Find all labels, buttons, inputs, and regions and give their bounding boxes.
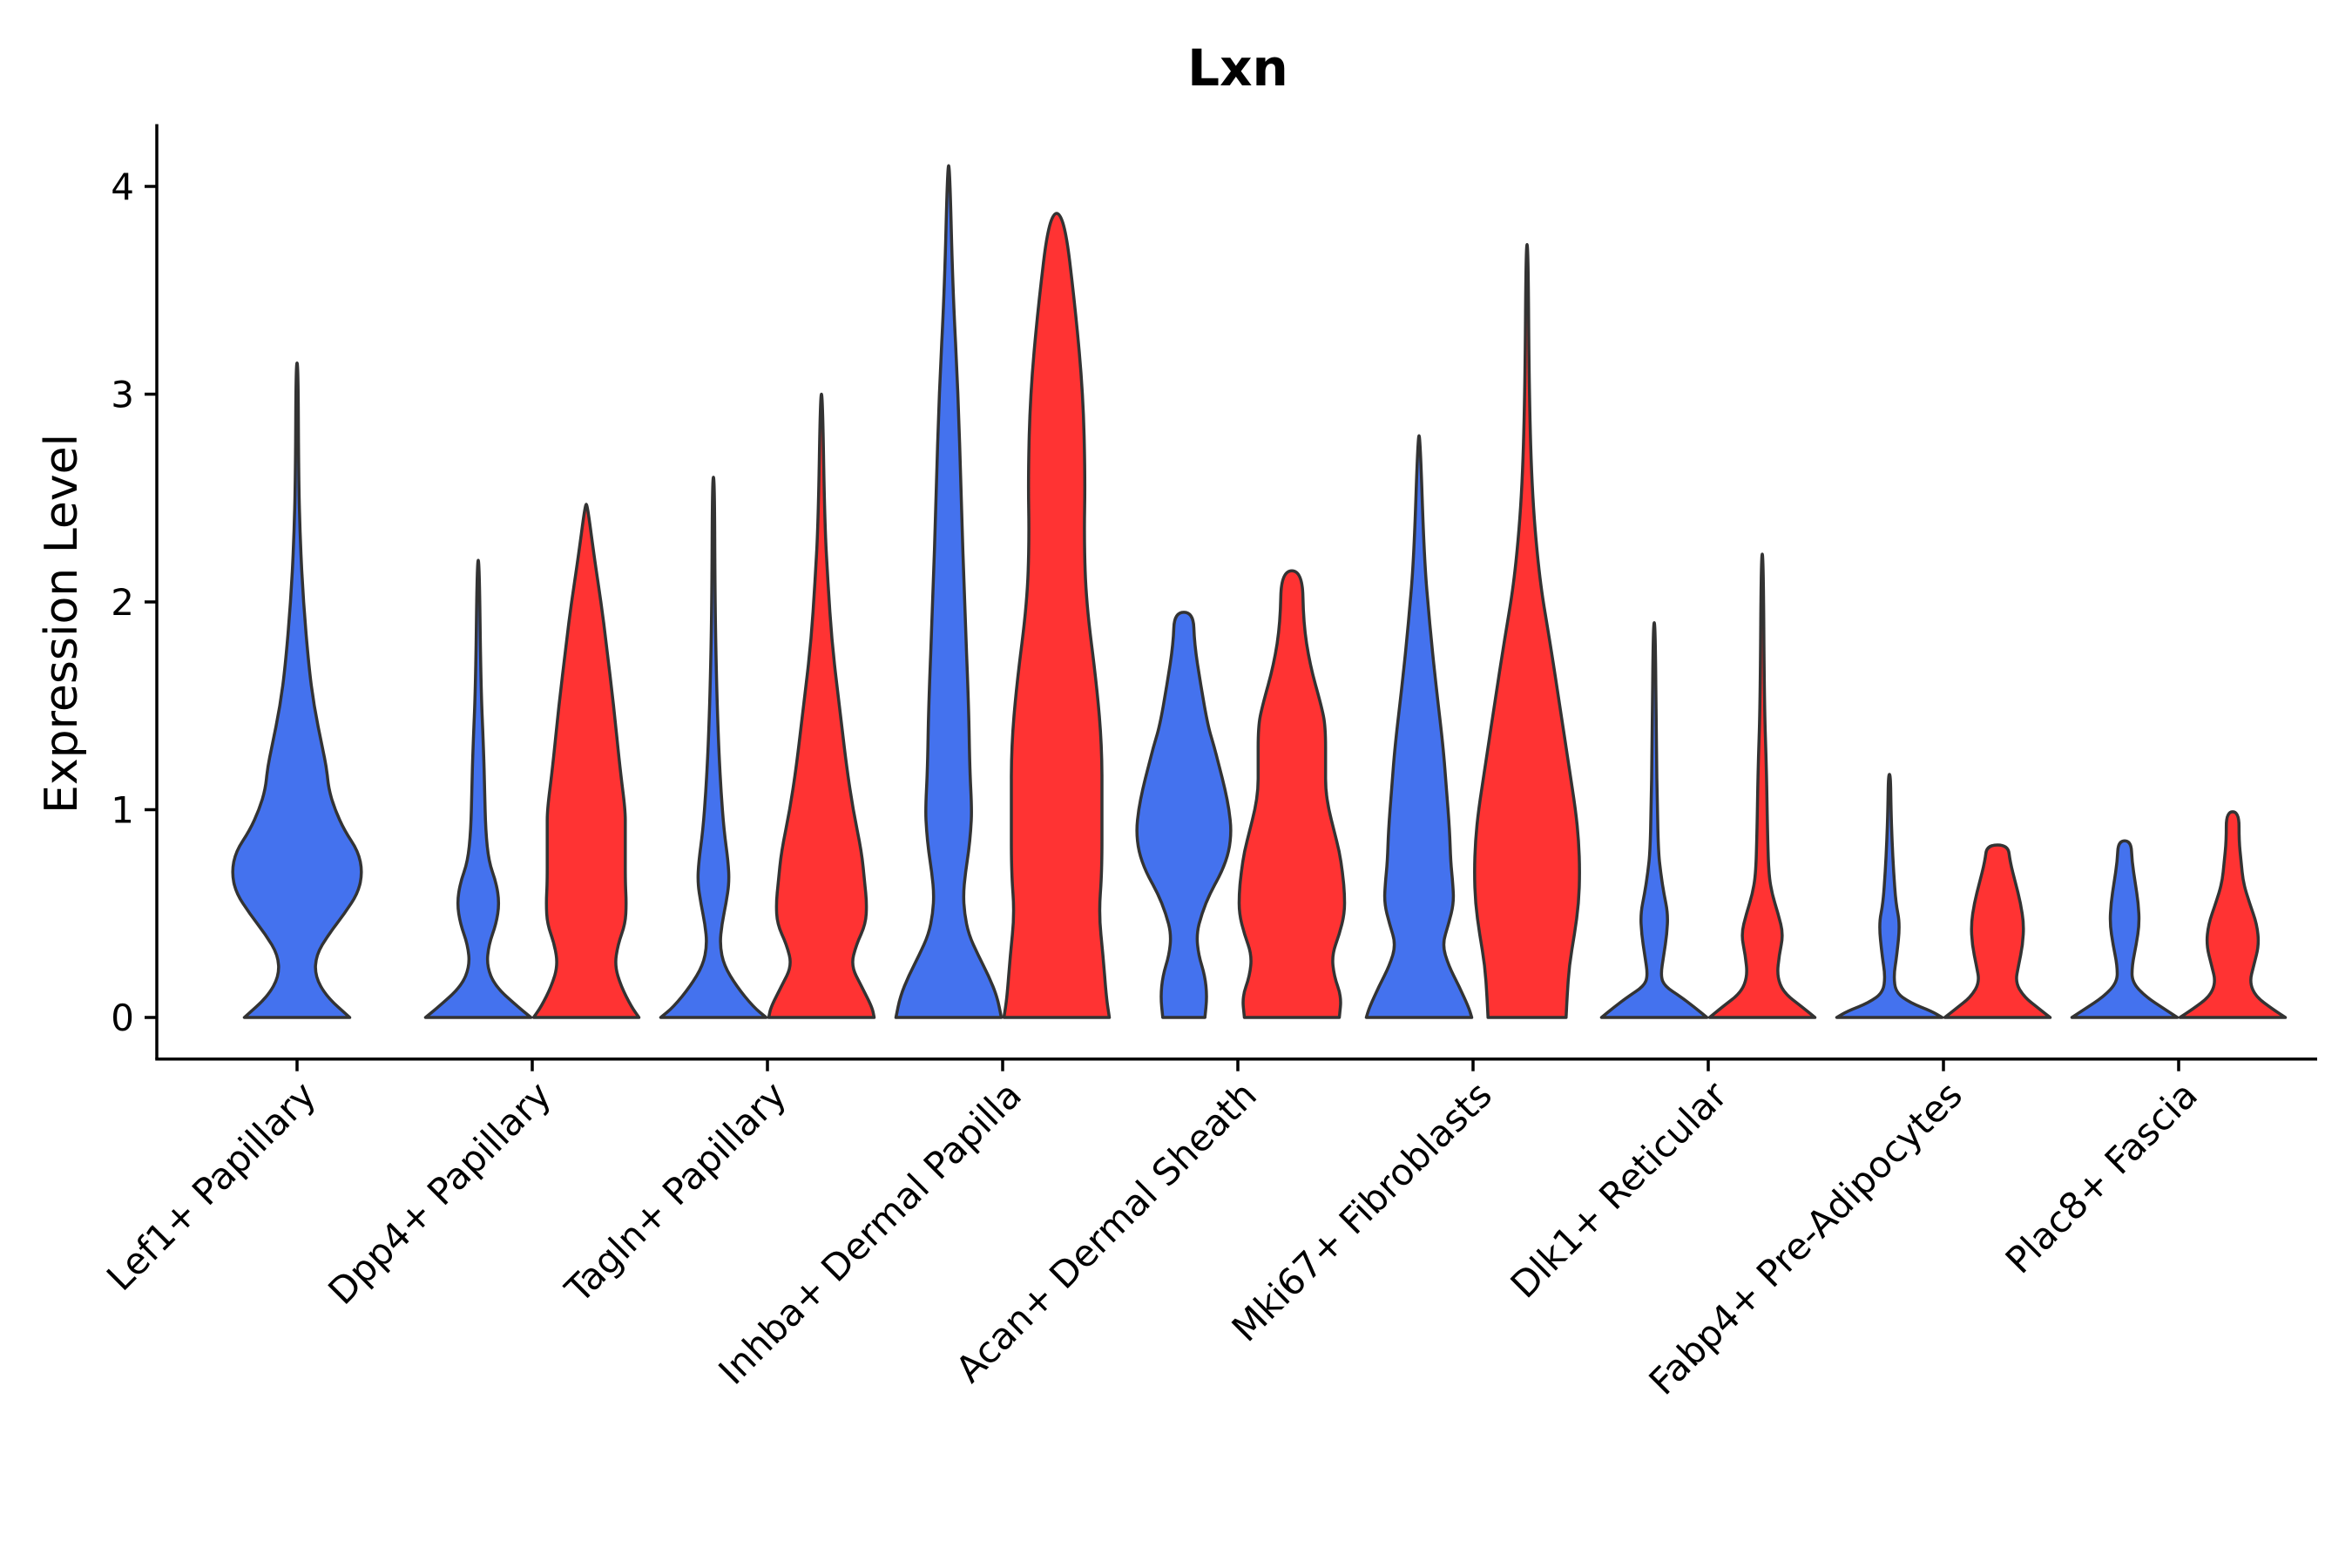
violin-group2-plac8-fascia <box>2178 810 2288 1019</box>
violin-group1-lef1-papillary <box>231 361 363 1019</box>
x-tick-label: Tagln+ Papillary <box>557 1073 794 1311</box>
violin-group1-dpp4-papillary <box>423 558 533 1019</box>
violin-group2-mki67-fibroblasts <box>1473 243 1581 1019</box>
x-tick-label: Dlk1+ Reticular <box>1503 1073 1736 1307</box>
violin-group1-mki67-fibroblasts <box>1364 434 1474 1019</box>
violin-group2-dlk1-reticular <box>1707 552 1817 1019</box>
violin-group1-acan-dermal-sheath <box>1135 611 1233 1019</box>
x-tick-label: Dpp4+ Papillary <box>320 1073 559 1313</box>
y-tick-label: 1 <box>111 789 134 832</box>
violin-group2-acan-dermal-sheath <box>1237 569 1347 1019</box>
y-tick-label: 2 <box>111 581 134 624</box>
y-axis-label: Expression Level <box>36 434 88 814</box>
violin-group1-plac8-fascia <box>2070 839 2180 1019</box>
violin-group2-inhba-dermal-papilla <box>1002 212 1112 1019</box>
x-tick-label: Lef1+ Papillary <box>98 1073 324 1299</box>
violin-group2-fabp4-pre-adipocytes <box>1943 843 2052 1019</box>
chart-title: Lxn <box>1187 38 1288 98</box>
violin-group1-dlk1-reticular <box>1599 621 1709 1019</box>
violin-group1-inhba-dermal-papilla <box>894 164 1004 1019</box>
y-tick-label: 0 <box>111 997 134 1039</box>
x-tick-label: Mki67+ Fibroblasts <box>1224 1073 1500 1349</box>
y-tick-label: 3 <box>111 374 134 416</box>
violin-layer <box>231 164 2288 1019</box>
violin-group2-tagln-papillary <box>767 392 876 1019</box>
violin-group1-fabp4-pre-adipocytes <box>1835 773 1944 1019</box>
x-tick-label: Plac8+ Fascia <box>1997 1073 2206 1281</box>
violin-group1-tagln-papillary <box>659 476 768 1019</box>
violin-group2-dpp4-papillary <box>531 503 641 1019</box>
y-tick-label: 4 <box>111 166 134 208</box>
